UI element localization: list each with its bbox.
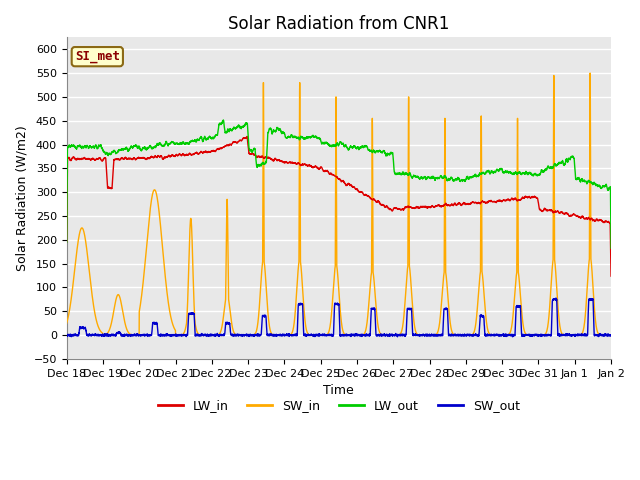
LW_in [161,154,168,160]
SW_out [552,295,560,301]
LW_out [63,240,70,245]
Title: Solar Radiation from CNR1: Solar Radiation from CNR1 [228,15,449,33]
Line: LW_out: LW_out [67,120,611,248]
SW_in [492,332,500,338]
SW_out [607,333,614,338]
SW_out [461,333,468,338]
LW_out [319,139,326,145]
LW_out [607,245,615,251]
SW_in [161,265,168,271]
SW_out [319,331,326,337]
LW_in [492,199,500,205]
Y-axis label: Solar Radiation (W/m2): Solar Radiation (W/m2) [15,125,28,271]
LW_out [431,176,438,182]
SW_in [586,70,594,76]
SW_out [394,334,401,340]
SW_out [63,332,70,337]
Line: LW_in: LW_in [67,136,611,276]
X-axis label: Time: Time [323,384,354,397]
Line: SW_out: SW_out [67,298,611,337]
SW_out [161,332,168,338]
LW_in [431,204,438,210]
SW_in [319,332,326,338]
LW_in [607,237,614,242]
Line: SW_in: SW_in [67,73,611,335]
SW_in [431,332,438,338]
SW_in [461,332,468,338]
SW_in [208,332,216,338]
LW_in [607,273,615,279]
LW_out [492,168,500,174]
SW_in [607,332,615,338]
SW_out [607,332,615,338]
Legend: LW_in, SW_in, LW_out, SW_out: LW_in, SW_in, LW_out, SW_out [153,394,525,417]
Text: SI_met: SI_met [75,50,120,63]
SW_in [63,321,70,326]
LW_in [63,239,70,245]
LW_out [161,143,168,148]
LW_in [243,133,251,139]
LW_out [607,184,614,190]
LW_out [461,178,468,184]
SW_in [607,332,614,338]
LW_in [319,167,326,172]
LW_out [220,117,227,123]
SW_out [431,333,438,338]
LW_in [461,200,468,205]
SW_out [492,332,500,338]
